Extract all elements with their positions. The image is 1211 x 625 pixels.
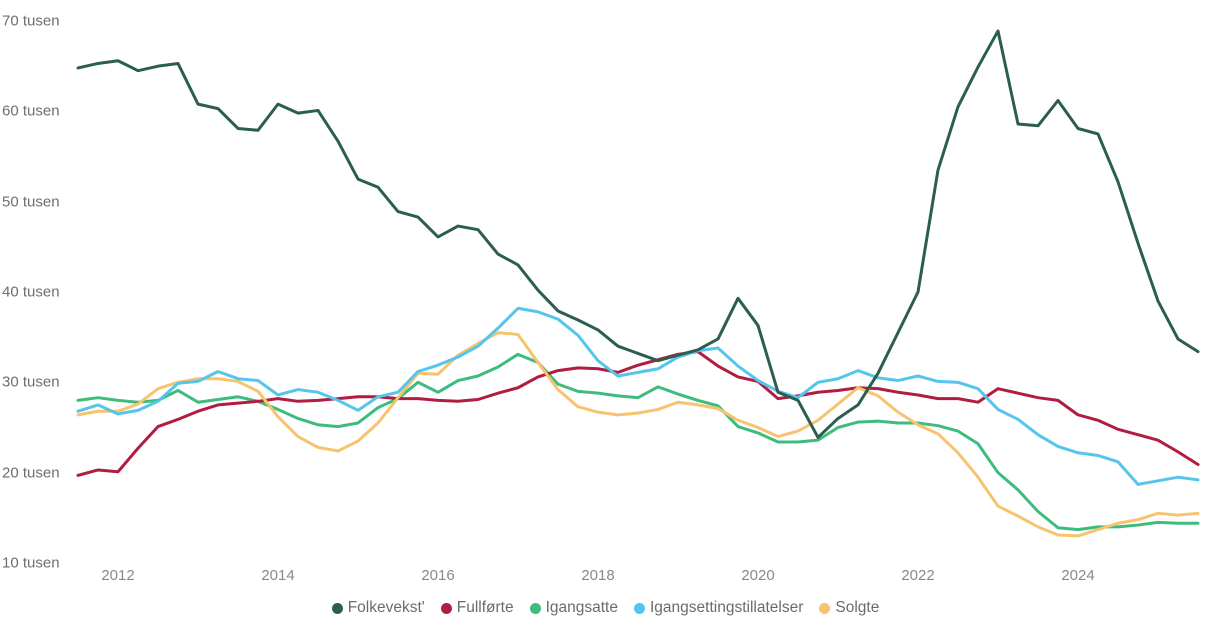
chart-canvas [76, 29, 1200, 538]
legend-label: Igangsettingstillatelser [649, 599, 804, 616]
y-axis-tick-label: 50 tusen [2, 193, 60, 211]
legend-item-solgte[interactable]: Solgte [819, 599, 879, 617]
y-axis-tick-label: 70 tusen [2, 12, 60, 30]
legend-label: Folkevekst' [347, 599, 425, 616]
legend: Folkevekst' Fullførte Igangsatte Igangse… [0, 599, 1211, 617]
x-axis-tick-label: 2012 [101, 567, 135, 584]
x-axis-tick-label: 2018 [581, 567, 615, 584]
x-axis-tick-label: 2014 [261, 567, 295, 584]
legend-label: Solgte [835, 599, 880, 616]
igangsettingstillatelser-dot-icon [633, 602, 645, 614]
y-axis-tick-label: 40 tusen [2, 283, 60, 301]
legend-label: Igangsatte [545, 599, 618, 616]
x-axis-tick-label: 2022 [901, 567, 935, 584]
solgte-dot-icon [819, 602, 831, 614]
y-axis-tick-label: 20 tusen [2, 464, 60, 482]
legend-item-folkevekst[interactable]: Folkevekst' [331, 599, 425, 617]
igangsatte-dot-icon [529, 602, 541, 614]
legend-item-igangsatte[interactable]: Igangsatte [529, 599, 618, 617]
x-axis-tick-label: 2020 [741, 567, 775, 584]
y-axis-tick-label: 10 tusen [2, 554, 60, 572]
fullforte-dot-icon [440, 602, 452, 614]
legend-item-igangsettingstillatelser[interactable]: Igangsettingstillatelser [633, 599, 804, 617]
folkevekst-dot-icon [331, 602, 343, 614]
y-axis-tick-label: 60 tusen [2, 102, 60, 120]
x-axis-tick-label: 2016 [421, 567, 455, 584]
legend-label: Fullførte [456, 599, 514, 616]
x-axis-tick-label: 2024 [1061, 567, 1095, 584]
legend-item-fullforte[interactable]: Fullførte [440, 599, 514, 617]
y-axis-tick-label: 30 tusen [2, 373, 60, 391]
